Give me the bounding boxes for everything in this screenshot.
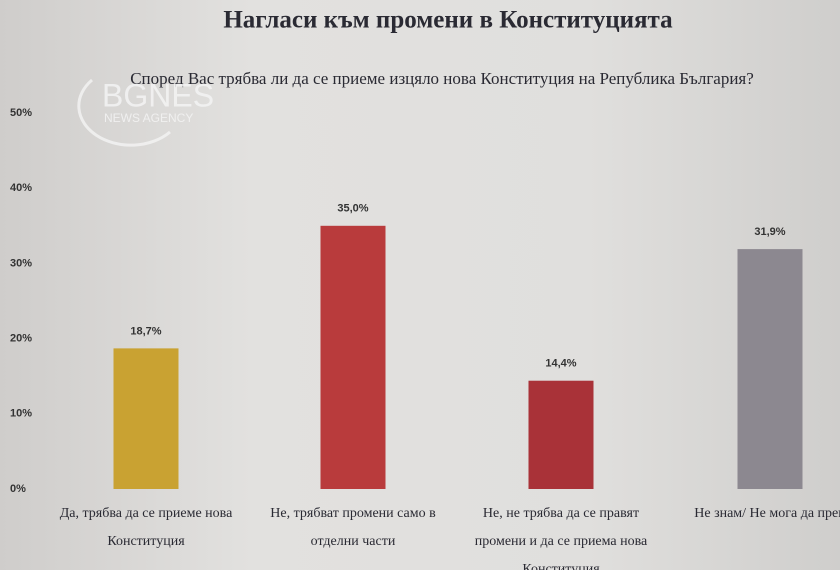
chart-subtitle: Според Вас трябва ли да се приеме изцяло… (130, 69, 754, 88)
bar (113, 348, 179, 489)
value-label: 31,9% (754, 226, 785, 238)
x-tick-label: Не, не трябва да се правят промени и да … (474, 506, 648, 570)
y-tick-label: 0% (10, 483, 26, 495)
value-label: 18,7% (130, 325, 161, 337)
bar (528, 380, 594, 489)
value-label: 35,0% (337, 203, 368, 215)
chart-title: Нагласи към промени в Конституцията (223, 7, 673, 34)
y-tick-label: 40% (10, 182, 32, 194)
x-tick-label: Не знам/ Не мога да прец (694, 506, 840, 521)
watermark-swoosh (77, 78, 171, 147)
x-tick-label: Не, трябват промени само в отделни части (270, 506, 436, 549)
bar (320, 225, 386, 490)
y-tick-label: 10% (10, 408, 32, 420)
watermark-name: BGNES (102, 77, 214, 113)
x-tick-label: Да, трябва да се приеме нова Конституция (59, 506, 233, 549)
value-label: 14,4% (545, 358, 576, 370)
y-tick-label: 20% (10, 333, 32, 345)
y-tick-label: 50% (10, 107, 32, 119)
y-tick-label: 30% (10, 257, 32, 269)
bar (737, 249, 803, 489)
watermark-tagline: NEWS AGENCY (104, 111, 193, 125)
